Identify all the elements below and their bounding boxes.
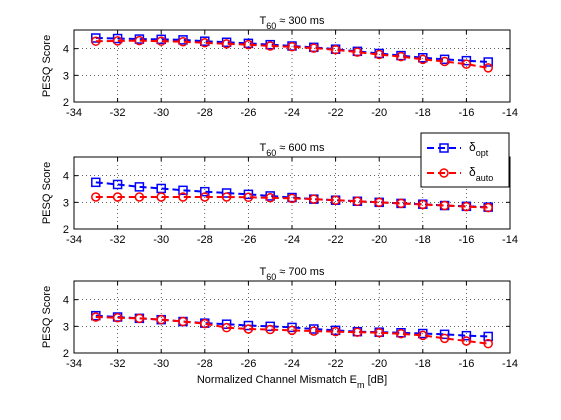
- title-subscript: 60: [266, 148, 276, 158]
- y-tick-label: 3: [63, 321, 69, 333]
- x-tick-label: -16: [458, 358, 474, 370]
- x-tick-label: -22: [328, 107, 344, 119]
- legend-entry-subscript: opt: [476, 148, 489, 158]
- y-tick-label: 4: [63, 44, 69, 56]
- x-tick-label: -32: [110, 234, 126, 246]
- subplot-3: -34 -32 -30 -28 -26 -24 -22 -20 -18 -16 -14234T60 …: [41, 266, 518, 390]
- title-rest: ≈ 700 ms: [276, 266, 325, 278]
- x-tick-label: -28: [197, 234, 213, 246]
- y-tick-label: 4: [63, 295, 69, 307]
- x-tick-label: -14: [502, 107, 518, 119]
- title-subscript: 60: [266, 272, 276, 282]
- y-tick-label: 4: [63, 171, 69, 183]
- x-tick-label: -26: [240, 107, 256, 119]
- y-axis-label: PESQ Score: [41, 162, 53, 224]
- x-tick-label: -30: [153, 107, 169, 119]
- title-rest: ≈ 300 ms: [276, 15, 325, 27]
- x-tick-label: -20: [371, 107, 387, 119]
- x-tick-label: -30: [153, 358, 169, 370]
- x-tick-label: -24: [284, 234, 300, 246]
- x-tick-label: -18: [415, 107, 431, 119]
- x-tick-label: -20: [371, 358, 387, 370]
- x-tick-label: -28: [197, 107, 213, 119]
- subplot-1: -34 -32 -30 -28 -26 -24 -22 -20 -18 -16 -14 2 3 4 T60 …: [41, 15, 518, 119]
- x-label-main: Normalized Channel Mismatch E: [197, 374, 357, 386]
- x-tick-label: -24: [284, 107, 300, 119]
- x-tick-label: -16: [458, 234, 474, 246]
- title-rest: ≈ 600 ms: [276, 142, 325, 154]
- y-tick-label: 3: [63, 197, 69, 209]
- y-tick-label: 2: [63, 224, 69, 236]
- subplot-title: T60 ≈ 300 ms: [260, 15, 325, 31]
- x-tick-label: -18: [415, 358, 431, 370]
- y-tick-label: 3: [63, 70, 69, 82]
- x-tick-label: -32: [110, 107, 126, 119]
- x-tick-label: -30: [153, 234, 169, 246]
- title-subscript: 60: [266, 21, 276, 31]
- legend-box: [421, 133, 509, 187]
- x-label-subscript: m: [357, 380, 365, 390]
- x-tick-label: -14: [502, 234, 518, 246]
- x-tick-label: -26: [240, 358, 256, 370]
- x-axis-label: Normalized Channel Mismatch Em [dB]: [197, 374, 387, 390]
- x-tick-label: -26: [240, 234, 256, 246]
- x-tick-label: -28: [197, 358, 213, 370]
- x-tick-label: -32: [110, 358, 126, 370]
- y-tick-label: 2: [63, 348, 69, 360]
- y-axis-label: PESQ Score: [41, 35, 53, 97]
- legend-entry-subscript: auto: [476, 173, 494, 183]
- y-axis-label: PESQ Score: [41, 286, 53, 348]
- x-tick-label: -22: [328, 358, 344, 370]
- x-tick-label: -16: [458, 107, 474, 119]
- x-label-rest: [dB]: [365, 374, 388, 386]
- x-tick-label: -22: [328, 234, 344, 246]
- x-tick-label: -14: [502, 358, 518, 370]
- x-tick-label: -24: [284, 358, 300, 370]
- subplot-title: T60 ≈ 700 ms: [260, 266, 325, 282]
- x-tick-label: -18: [415, 234, 431, 246]
- y-tick-label: 2: [63, 97, 69, 109]
- subplot-title: T60 ≈ 600 ms: [260, 142, 325, 158]
- x-tick-label: -20: [371, 234, 387, 246]
